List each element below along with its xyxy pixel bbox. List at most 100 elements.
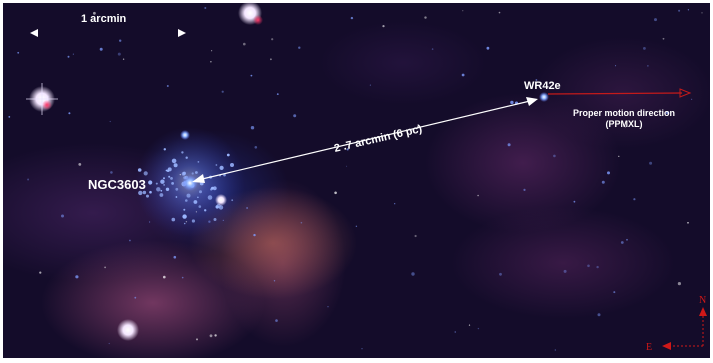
field-star [477,327,480,330]
distance-arrow [192,97,538,183]
field-star [677,282,682,286]
field-star [250,74,253,77]
scale-left-marker [30,29,38,37]
field-star [618,155,620,157]
field-star [687,222,689,224]
field-star [27,178,30,181]
field-star [230,163,234,167]
field-star [461,73,465,77]
field-star [411,272,415,276]
field-star [300,221,303,224]
field-star [554,349,556,351]
field-star [204,7,207,9]
field-star [170,177,173,180]
field-star [221,90,224,93]
field-star [624,126,627,128]
field-star [477,194,479,197]
field-star [168,175,171,178]
field-star [196,338,198,341]
field-star [204,209,207,212]
field-star [211,50,213,52]
field-star [78,163,82,166]
field-star [175,196,178,198]
field-star [293,114,297,118]
field-star [110,171,113,174]
field-star [270,58,272,61]
field-star [183,222,186,225]
motion-label-line1: Proper motion direction [573,108,675,118]
distance-label: 2 .7 arcmin (6 pc) [333,123,424,155]
field-star [75,275,79,279]
field-star [215,205,219,209]
field-star [222,219,224,221]
field-star [462,10,464,12]
field-star [195,171,198,174]
field-star [197,161,200,163]
field-star [691,98,693,100]
field-star [649,161,653,165]
compass-north: N [699,295,706,306]
field-star [597,313,601,317]
field-star [182,214,187,219]
field-star [171,217,176,222]
field-star [250,126,255,130]
field-star [198,205,202,208]
field-star [633,198,636,201]
field-star [191,172,194,175]
field-star [607,171,610,175]
field-star [93,11,96,15]
field-star [498,11,501,14]
field-star [276,93,279,95]
field-star [613,291,616,294]
field-star [587,264,590,268]
field-star [369,84,371,86]
field-star [185,199,188,202]
field-star [39,271,42,274]
field-star [701,12,703,14]
field-star [601,180,605,184]
field-star [243,42,246,46]
field-star [208,220,211,223]
field-star [181,172,186,176]
field-star [226,153,230,157]
field-star [510,100,514,105]
scale-right-marker [178,29,186,37]
star-label: WR42e [524,80,561,92]
field-star [104,266,106,269]
field-star [687,9,690,11]
field-star [596,265,599,269]
cluster-core-star [182,175,198,191]
field-star [183,208,186,211]
field-star [382,25,385,28]
field-star [499,272,502,276]
field-star [666,111,670,115]
field-star [271,38,274,41]
field-star [163,148,166,151]
scale-label: 1 arcmin [81,13,127,25]
field-star [175,187,179,191]
bright-star-left-red [42,100,52,110]
field-star [179,174,181,176]
field-star [253,233,256,237]
field-star [573,200,576,203]
nebula-image [3,3,710,358]
field-star [654,18,657,22]
field-star [298,46,301,49]
bright-star-top-red [253,15,263,25]
field-star [346,165,348,167]
field-star [210,61,212,63]
field-star [148,180,153,185]
field-star [185,221,188,223]
field-star [346,148,349,151]
field-star [99,47,103,51]
field-star [219,165,224,170]
field-star [186,193,191,198]
field-star [275,319,278,322]
star-field [8,1,703,351]
star-near-cluster [215,194,227,206]
field-star [160,179,165,184]
field-star [246,207,249,209]
motion-label-line2: (PPMXL) [606,119,643,129]
field-star [142,190,147,195]
